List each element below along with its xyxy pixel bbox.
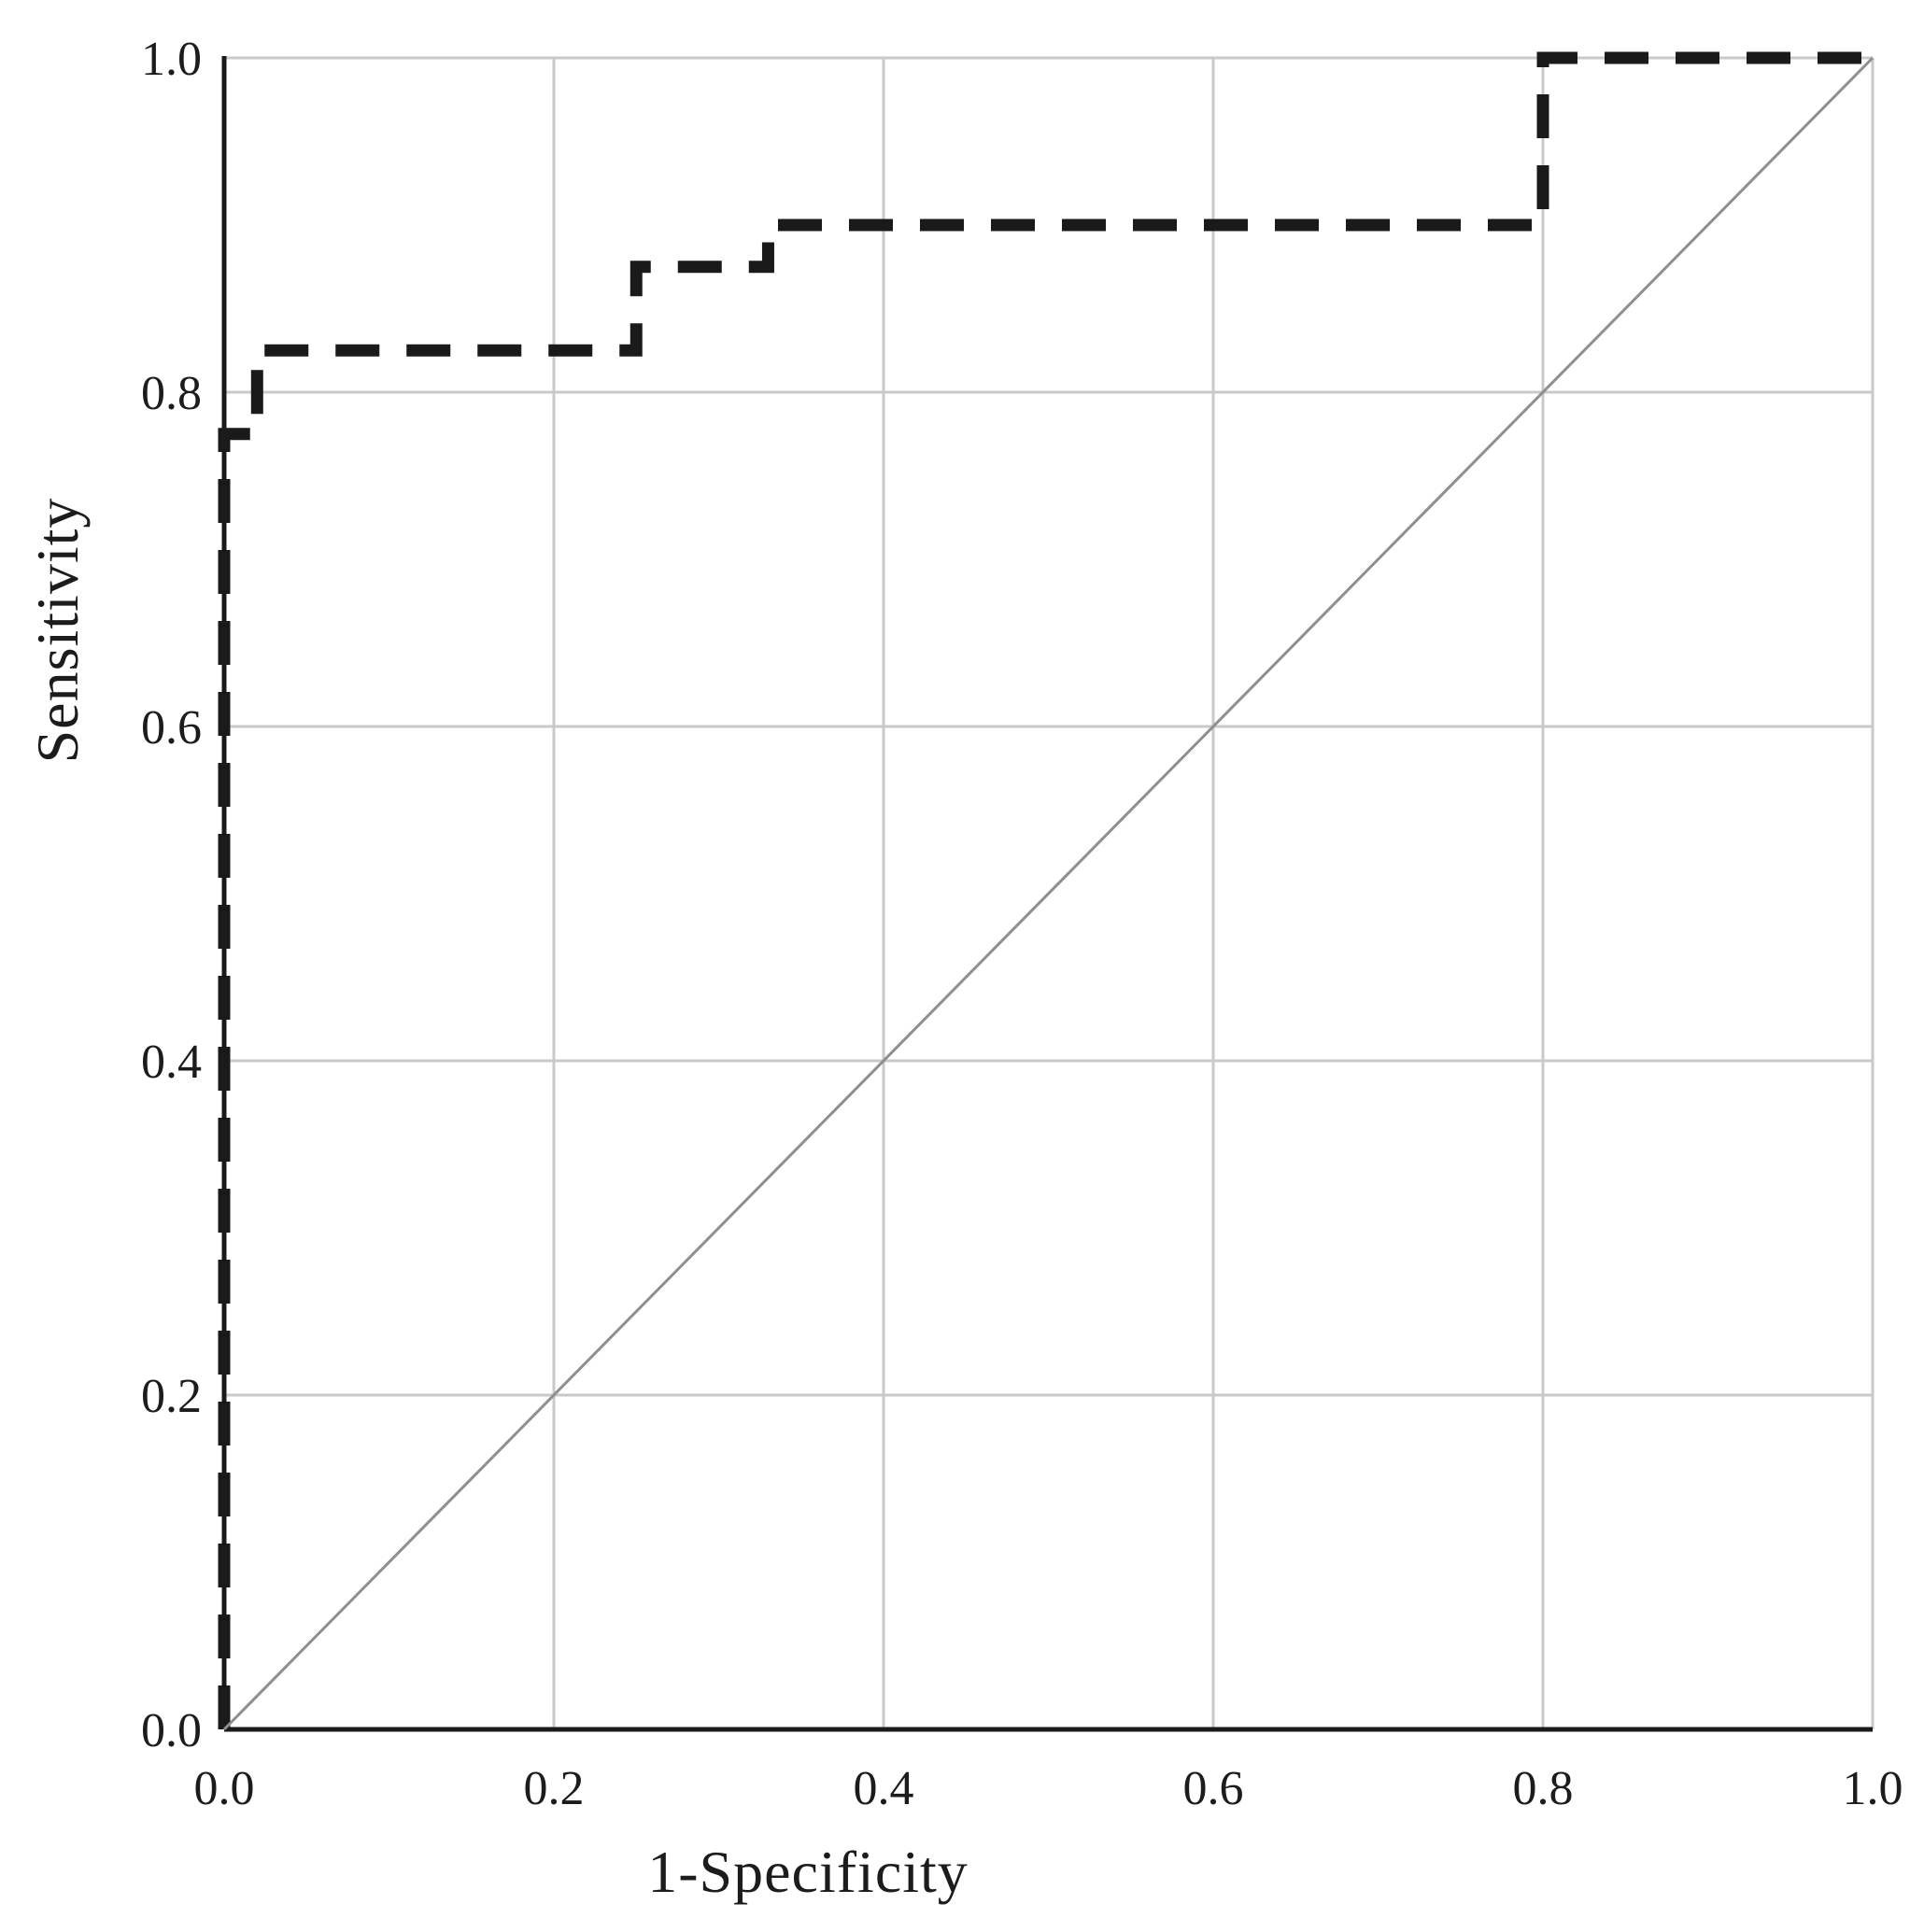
y-tick-label: 0.8 (141, 367, 202, 420)
x-tick-label: 1.0 (1843, 1762, 1903, 1815)
y-tick-label: 0.2 (141, 1370, 202, 1423)
x-axis-title: 1-Specificity (647, 1839, 969, 1905)
x-tick-label: 0.2 (524, 1762, 585, 1815)
x-tick-label: 0.8 (1513, 1762, 1574, 1815)
x-tick-label: 0.6 (1183, 1762, 1244, 1815)
y-tick-label: 0.0 (141, 1704, 202, 1757)
x-tick-label: 0.0 (194, 1762, 255, 1815)
y-tick-label: 0.4 (141, 1036, 202, 1089)
x-tick-label: 0.4 (854, 1762, 914, 1815)
y-tick-label: 0.6 (141, 701, 202, 754)
y-tick-label: 1.0 (141, 33, 202, 86)
y-axis-title: Sensitivity (24, 497, 91, 764)
